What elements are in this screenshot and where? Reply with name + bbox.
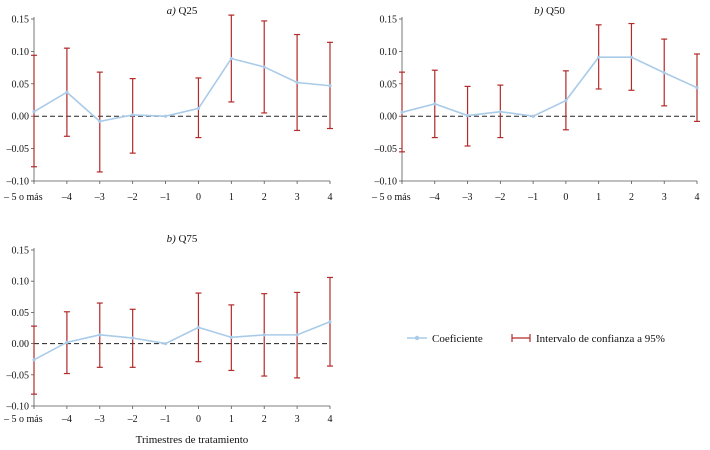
chart-title: b) Q75 <box>167 233 198 245</box>
y-tick-label: 0.10 <box>380 47 398 58</box>
x-tick-label: –4 <box>61 192 72 203</box>
coef-point <box>629 55 634 59</box>
x-tick-label: 1 <box>229 192 234 203</box>
x-tick-label: 2 <box>629 192 634 203</box>
x-tick-label: –3 <box>462 192 473 203</box>
legend: Coeficiente Intervalo de confianza a 95% <box>407 333 665 345</box>
legend-coef-marker <box>414 335 420 341</box>
chart-title: b) Q50 <box>534 5 565 17</box>
x-tick-label: – 5 o más <box>3 414 43 425</box>
y-tick-label: 0.15 <box>380 15 398 26</box>
x-tick-label: –3 <box>94 192 105 203</box>
coef-point <box>131 336 135 340</box>
coef-point <box>98 333 102 337</box>
coef-point <box>662 71 666 75</box>
x-tick-label: 1 <box>596 192 601 203</box>
coef-point <box>196 325 201 329</box>
x-tick-label: 0 <box>196 414 201 425</box>
x-tick-label: –1 <box>527 192 538 203</box>
panel-q50: b) Q50 –0.10 –0.05 0.00 0.05 0.10 0.15 – 5 o má… <box>371 5 700 203</box>
y-tick-label: –0.05 <box>6 370 30 381</box>
coef-point <box>262 65 266 69</box>
y-tick-label: 0.15 <box>12 15 30 26</box>
coef-point <box>32 110 36 114</box>
x-tick-label: –1 <box>160 414 171 425</box>
y-tick-label: 0.05 <box>12 79 30 90</box>
y-tick-label: 0.10 <box>12 277 30 288</box>
coef-point <box>163 342 168 346</box>
x-tick-label: 3 <box>662 192 667 203</box>
coef-point <box>65 340 69 344</box>
x-tick-label: –3 <box>94 414 105 425</box>
coef-point <box>98 119 102 123</box>
coef-point <box>465 113 470 118</box>
coef-point <box>695 86 699 90</box>
coef-point <box>32 358 36 362</box>
x-tick-label: –2 <box>127 414 138 425</box>
legend-coef-label: Coeficiente <box>432 333 483 345</box>
x-tick-label: 4 <box>328 414 333 425</box>
coef-point <box>433 102 437 106</box>
coef-point <box>65 90 69 94</box>
y-tick-label: –0.05 <box>374 144 398 155</box>
coef-point <box>295 333 299 337</box>
x-tick-label: 3 <box>295 414 300 425</box>
x-tick-label: –1 <box>160 192 171 203</box>
x-tick-label: –4 <box>61 414 72 425</box>
coef-point <box>229 335 233 339</box>
y-tick-label: 0.10 <box>12 47 30 58</box>
coef-point <box>196 106 201 111</box>
x-tick-label: – 5 o más <box>371 192 411 203</box>
x-tick-label: 0 <box>563 192 568 203</box>
panel-q25: a) Q25 –0.10 –0.05 0.00 0.05 0.10 0.15 – 5 o má… <box>3 5 333 203</box>
y-tick-label: 0.05 <box>380 79 398 90</box>
y-tick-label: 0.00 <box>12 112 30 123</box>
y-tick-label: 0.00 <box>12 339 30 350</box>
coef-point <box>531 114 535 118</box>
x-tick-label: –2 <box>494 192 505 203</box>
coef-point <box>400 110 404 114</box>
x-tick-label: 3 <box>295 192 300 203</box>
y-tick-label: –0.10 <box>6 177 30 188</box>
x-tick-label: 4 <box>695 192 700 203</box>
y-tick-label: 0.15 <box>12 246 30 257</box>
coef-point <box>328 84 332 88</box>
y-tick-label: –0.10 <box>374 177 398 188</box>
coef-point <box>229 56 233 61</box>
coef-point <box>328 320 332 324</box>
x-tick-label: –2 <box>127 192 138 203</box>
x-tick-label: –4 <box>429 192 440 203</box>
x-tick-label: 4 <box>328 192 333 203</box>
x-tick-label: 0 <box>196 192 201 203</box>
x-tick-label: 2 <box>262 414 267 425</box>
coef-point <box>163 114 168 118</box>
coef-line <box>33 57 331 123</box>
coef-point <box>295 80 299 85</box>
coef-point <box>498 110 502 114</box>
coef-line <box>33 321 331 361</box>
coef-point <box>564 99 568 103</box>
y-tick-label: 0.05 <box>12 308 30 319</box>
panel-q75: b) Q75 –0.10 –0.05 0.00 0.05 0.10 0.15 – 5 o má… <box>3 233 333 425</box>
x-tick-label: – 5 o más <box>3 192 43 203</box>
legend-ci-label: Intervalo de confianza a 95% <box>536 333 665 345</box>
y-tick-label: –0.10 <box>6 402 30 413</box>
chart-title: a) Q25 <box>167 5 198 17</box>
coef-point <box>597 55 601 59</box>
y-tick-label: –0.05 <box>6 144 30 155</box>
x-axis-title: Trimestres de tratamiento <box>136 434 249 446</box>
coef-point <box>262 333 266 337</box>
coef-point <box>131 113 135 117</box>
coef-line <box>401 56 698 118</box>
x-tick-label: 2 <box>262 192 267 203</box>
y-tick-label: 0.00 <box>380 112 398 123</box>
x-tick-label: 1 <box>229 414 234 425</box>
